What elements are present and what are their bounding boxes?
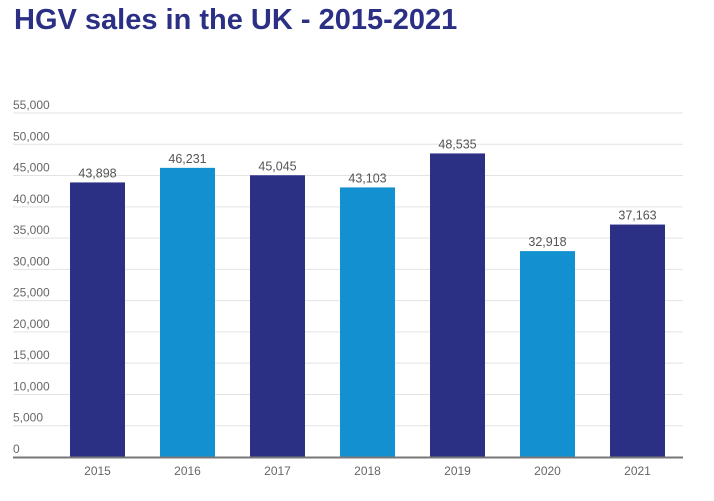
data-label: 45,045	[258, 159, 296, 173]
x-tick-label: 2020	[534, 464, 561, 478]
y-tick-label: 0	[13, 442, 20, 456]
y-tick-label: 25,000	[13, 286, 50, 300]
bar-2016	[160, 167, 215, 457]
data-label: 48,535	[438, 137, 476, 151]
y-tick-label: 30,000	[13, 254, 50, 268]
y-tick-label: 35,000	[13, 223, 50, 237]
y-tick-label: 55,000	[13, 98, 50, 112]
y-tick-label: 10,000	[13, 379, 50, 393]
x-tick-label: 2015	[84, 464, 111, 478]
data-label: 32,918	[528, 235, 566, 249]
y-tick-label: 15,000	[13, 348, 50, 362]
data-label: 46,231	[168, 152, 206, 166]
x-tick-label: 2019	[444, 464, 471, 478]
x-tick-label: 2016	[174, 464, 201, 478]
y-tick-label: 50,000	[13, 129, 50, 143]
bar-2017	[250, 175, 305, 457]
x-tick-label: 2017	[264, 464, 291, 478]
bar-2019	[430, 153, 485, 457]
data-label: 43,103	[348, 171, 386, 185]
data-label: 43,898	[78, 166, 116, 180]
x-tick-label: 2018	[354, 464, 381, 478]
chart-title: HGV sales in the UK - 2015-2021	[14, 4, 458, 36]
y-tick-label: 40,000	[13, 192, 50, 206]
bar-2018	[340, 187, 395, 457]
bar-2020	[520, 251, 575, 457]
y-tick-label: 20,000	[13, 317, 50, 331]
data-label: 37,163	[618, 209, 656, 223]
bar-2021	[610, 224, 665, 457]
y-tick-label: 5,000	[13, 411, 43, 425]
bar-2015	[70, 182, 125, 457]
y-tick-label: 45,000	[13, 161, 50, 175]
x-tick-label: 2021	[624, 464, 651, 478]
